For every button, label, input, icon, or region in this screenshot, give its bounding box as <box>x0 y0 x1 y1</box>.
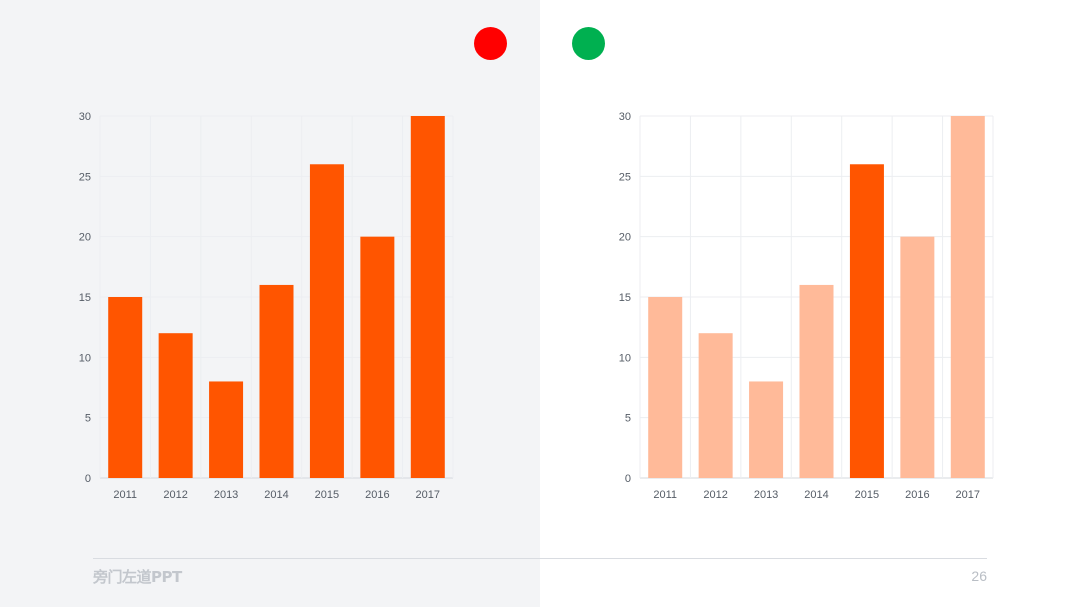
bar-2012 <box>158 333 193 478</box>
footer-brand: 旁门左道PPT <box>93 568 182 586</box>
x-tick-label: 2012 <box>703 489 727 501</box>
y-tick-label: 0 <box>85 473 91 485</box>
x-tick-label: 2014 <box>264 489 288 501</box>
x-tick-label: 2015 <box>315 489 339 501</box>
bar-chart-left: 0 5 10 15 20 25 30 2011 2012 2013 2014 2015 2016 2017 <box>79 111 454 501</box>
x-tick-label: 2014 <box>804 489 828 501</box>
bar-2015 <box>309 164 344 478</box>
bar-2011 <box>648 297 683 478</box>
x-tick-label: 2016 <box>365 489 389 501</box>
bar-2011 <box>108 297 143 478</box>
y-tick-label: 15 <box>619 292 631 304</box>
bar-2016 <box>900 236 935 478</box>
y-tick-label: 20 <box>619 232 631 244</box>
x-tick-label: 2011 <box>113 489 137 501</box>
y-tick-label: 5 <box>625 413 631 425</box>
y-tick-label: 0 <box>625 473 631 485</box>
bar-chart-right: 0 5 10 15 20 25 30 2011 2012 2013 2014 2015 2016 2017 <box>619 111 994 501</box>
bar-2014 <box>259 284 294 478</box>
bar-2013 <box>209 381 244 478</box>
x-tick-label: 2011 <box>653 489 677 501</box>
bar-2017 <box>950 116 985 478</box>
y-tick-label: 15 <box>79 292 91 304</box>
x-tick-label: 2017 <box>416 489 440 501</box>
y-tick-label: 20 <box>79 232 91 244</box>
x-tick-label: 2013 <box>214 489 238 501</box>
bar-2013 <box>749 381 784 478</box>
x-tick-label: 2016 <box>905 489 929 501</box>
bar-2017 <box>410 116 445 478</box>
y-tick-label: 30 <box>79 111 91 123</box>
x-tick-label: 2015 <box>855 489 879 501</box>
y-tick-label: 10 <box>79 352 91 364</box>
y-tick-label: 25 <box>79 171 91 183</box>
red-indicator-dot <box>474 27 507 60</box>
bar-2014 <box>799 284 834 478</box>
y-tick-label: 30 <box>619 111 631 123</box>
bar-2015 <box>849 164 884 478</box>
page-number: 26 <box>971 568 987 584</box>
x-tick-label: 2012 <box>163 489 187 501</box>
y-tick-label: 25 <box>619 171 631 183</box>
y-tick-label: 5 <box>85 413 91 425</box>
bar-2012 <box>698 333 733 478</box>
green-indicator-dot <box>572 27 605 60</box>
x-tick-label: 2017 <box>956 489 980 501</box>
footer-divider <box>93 558 987 559</box>
bar-2016 <box>360 236 395 478</box>
y-tick-label: 10 <box>619 352 631 364</box>
x-tick-label: 2013 <box>754 489 778 501</box>
